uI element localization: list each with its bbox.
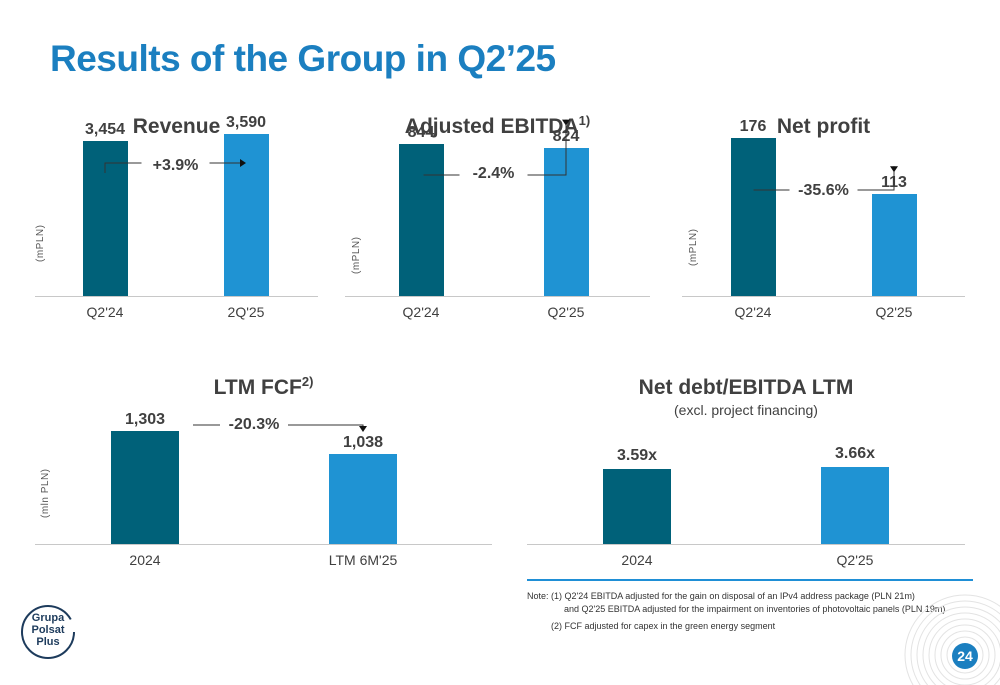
x-tick-label: Q2'25 (836, 552, 874, 568)
x-axis-line (527, 544, 965, 545)
data-label: 1,038 (342, 434, 384, 452)
change-label: -35.6% (798, 182, 849, 199)
footnotes: Note: (1) Q2'24 EBITDA adjusted for the … (527, 590, 945, 633)
bar (871, 194, 917, 296)
arrow-line (857, 166, 895, 191)
footnote-2: (2) FCF adjusted for capex in the green … (551, 621, 776, 631)
data-label: 1,303 (124, 411, 166, 429)
arrow-head (890, 166, 898, 173)
chart-title-text: Adjusted EBITDA (404, 115, 579, 138)
logo-word-1: Grupa (31, 612, 65, 624)
x-tick-label: Q2'25 (875, 304, 913, 320)
change-label: +3.9% (152, 157, 199, 174)
data-label: 3.66x (834, 445, 876, 463)
chart-title-text: Net debt/EBITDA LTM (638, 376, 854, 399)
chart-title-text: Net profit (776, 115, 871, 138)
bar (821, 467, 889, 544)
arrow-head (562, 119, 570, 126)
x-tick-label: 2024 (129, 552, 161, 568)
data-label: 3,454 (84, 120, 126, 138)
x-tick-label: Q2'24 (86, 304, 124, 320)
arrow-line (288, 424, 364, 427)
data-label: 3.59x (616, 446, 658, 464)
data-label: 3,590 (225, 114, 267, 132)
chart-title: Adjusted EBITDA1) (345, 113, 650, 139)
x-tick-label: Q2'25 (547, 304, 585, 320)
bar (329, 454, 397, 544)
x-axis-line (682, 296, 965, 297)
decorative-circles (904, 594, 1000, 685)
x-tick-label: LTM 6M'25 (328, 552, 398, 568)
chart-title: Revenue (35, 115, 318, 139)
bar (398, 144, 444, 296)
x-tick-label: Q2'24 (402, 304, 440, 320)
x-tick-label: 2Q'25 (227, 304, 265, 320)
chart-subtitle: (excl. project financing) (674, 402, 818, 418)
logo-word-3: Plus (36, 636, 60, 648)
change-label: -20.3% (228, 416, 280, 433)
logo-word-2: Polsat (31, 624, 65, 636)
footnote-1-cont: and Q2'25 EBITDA adjusted for the impair… (564, 604, 946, 614)
logo-ring (21, 605, 75, 659)
data-label: 844 (407, 124, 435, 142)
arrow-line (527, 119, 567, 176)
footnote-1: Note: (1) Q2'24 EBITDA adjusted for the … (527, 591, 915, 601)
chart-title-text: LTM FCF (213, 376, 302, 399)
bar (603, 468, 671, 544)
bar (223, 134, 269, 296)
chart-title: Net debt/EBITDA LTM (527, 376, 965, 400)
arrow-head (240, 159, 246, 167)
x-tick-label: 2024 (621, 552, 653, 568)
notes-divider (527, 579, 973, 581)
page-title: Results of the Group in Q2’25 (50, 38, 556, 79)
data-label: 176 (739, 117, 767, 135)
change-label: -2.4% (472, 165, 515, 182)
x-axis-line (35, 296, 318, 297)
chart-title: LTM FCF2) (35, 374, 492, 400)
chart-title-text: Revenue (132, 115, 221, 138)
chart-title-footnote: 2) (301, 374, 314, 389)
chart-title-footnote: 1) (578, 113, 591, 128)
x-axis-line (35, 544, 492, 545)
company-logo: Grupa Polsat Plus (20, 604, 76, 660)
bar (111, 431, 179, 544)
x-tick-label: Q2'24 (734, 304, 772, 320)
arrow-head (359, 426, 367, 433)
chart-title: Net profit (682, 115, 965, 139)
page-number-badge: 24 (952, 643, 978, 669)
bar (730, 137, 776, 296)
x-axis-line (345, 296, 650, 297)
arrow-line (104, 162, 142, 173)
